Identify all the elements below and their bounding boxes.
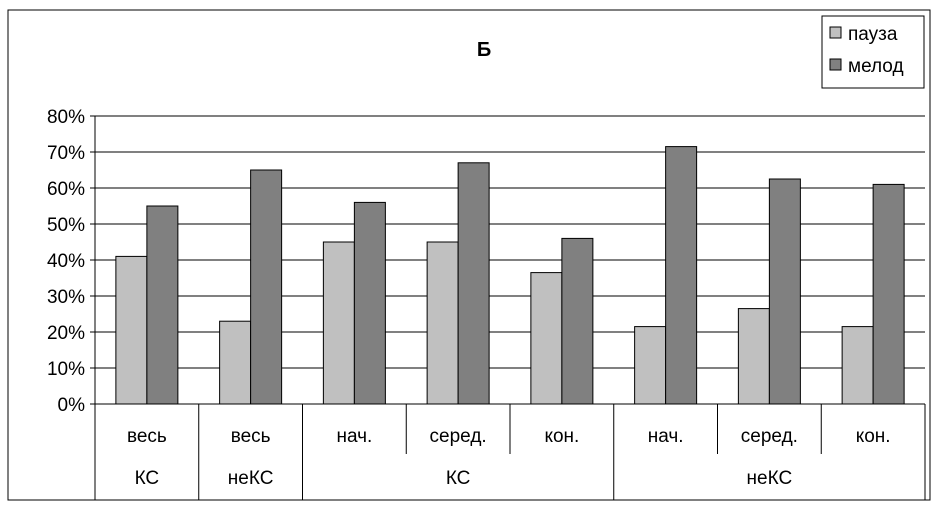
x-category-label: нач. xyxy=(336,426,372,447)
x-group-labels: КС неКС КС неКС xyxy=(135,468,793,489)
bar-мелод xyxy=(665,146,698,405)
x-category-label: кон. xyxy=(544,426,579,447)
y-tick-label: 20% xyxy=(47,323,85,344)
bars xyxy=(115,146,905,405)
y-tick-label: 30% xyxy=(47,287,85,308)
y-tick-label: 10% xyxy=(47,359,85,380)
x-category-label: весь xyxy=(231,426,271,447)
bar-пауза xyxy=(737,308,770,405)
legend-label: пауза xyxy=(848,24,898,45)
y-tick-label: 70% xyxy=(47,143,85,164)
y-tick-label: 0% xyxy=(58,395,86,416)
y-tick-labels: 0% 10% 20% 30% 40% 50% 60% 70% 80% xyxy=(47,107,85,416)
x-category-labels: весь весь нач. серед. кон. нач. серед. кон. xyxy=(127,426,891,447)
legend-swatch-мелод xyxy=(829,58,842,71)
x-group-label: неКС xyxy=(228,468,274,489)
axes xyxy=(90,115,926,500)
bar-мелод xyxy=(250,169,283,405)
x-category-label: серед. xyxy=(430,426,487,447)
bar-мелод xyxy=(146,205,179,405)
bar-пауза xyxy=(634,326,667,405)
x-category-label: нач. xyxy=(648,426,684,447)
x-group-label: неКС xyxy=(747,468,793,489)
bar-мелод xyxy=(872,183,905,405)
chart-title: Б xyxy=(477,39,491,61)
x-group-label: КС xyxy=(446,468,471,489)
legend-label: мелод xyxy=(848,56,904,77)
x-group-label: КС xyxy=(135,468,160,489)
bar-мелод xyxy=(768,178,801,405)
x-category-label: кон. xyxy=(856,426,891,447)
y-tick-label: 40% xyxy=(47,251,85,272)
bar-мелод xyxy=(353,201,386,405)
bar-пауза xyxy=(426,241,459,405)
legend: пауза мелод xyxy=(821,15,925,89)
bar-пауза xyxy=(322,241,355,405)
y-tick-label: 50% xyxy=(47,215,85,236)
x-category-label: весь xyxy=(127,426,167,447)
bar-пауза xyxy=(219,320,252,405)
x-category-label: серед. xyxy=(741,426,798,447)
y-tick-label: 80% xyxy=(47,107,85,128)
bar-пауза xyxy=(115,255,148,405)
bar-мелод xyxy=(457,162,490,405)
bar-мелод xyxy=(561,237,594,405)
legend-swatch-пауза xyxy=(829,26,842,39)
bar-пауза xyxy=(530,272,563,405)
y-tick-label: 60% xyxy=(47,179,85,200)
bar-пауза xyxy=(841,326,874,405)
